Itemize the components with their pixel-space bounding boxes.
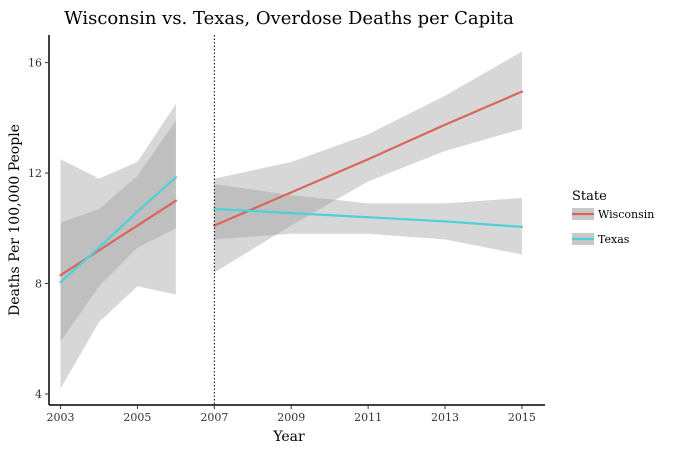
- x-axis-ticks: 2003 2005 2007 2009 2011 2013 2015: [47, 405, 536, 424]
- y-tick-label-16: 16: [28, 57, 42, 70]
- texas-legend-label: Texas: [598, 233, 630, 246]
- x-axis-title: Year: [272, 429, 305, 445]
- texas-trend-line-1: [59, 176, 177, 284]
- texas-trend-line-2: [213, 207, 524, 229]
- wisconsin-trend-line-1: [59, 199, 177, 277]
- y-tick-label-12: 12: [28, 167, 42, 180]
- x-tick-label-2003: 2003: [47, 411, 75, 424]
- y-axis-title: Deaths Per 100,000 People: [7, 124, 23, 316]
- legend-items: Wisconsin Texas: [572, 208, 654, 246]
- x-tick-label-2005: 2005: [123, 411, 151, 424]
- texas-ci-band-1: [60, 104, 176, 389]
- x-tick-label-2011: 2011: [354, 411, 382, 424]
- y-tick-label-8: 8: [35, 278, 42, 291]
- series-lines: [59, 90, 524, 284]
- x-tick-label-2015: 2015: [508, 411, 536, 424]
- axes: 2003 2005 2007 2009 2011 2013 2015 4 8 12 16: [28, 35, 545, 424]
- legend: State Wisconsin Texas: [572, 189, 654, 246]
- confidence-bands: [60, 51, 522, 389]
- x-tick-label-2007: 2007: [200, 411, 228, 424]
- wisconsin-legend-label: Wisconsin: [598, 208, 654, 221]
- texas-ci-band-2: [214, 184, 522, 255]
- y-tick-label-4: 4: [35, 388, 42, 401]
- wisconsin-trend-line-2: [213, 90, 524, 227]
- y-axis-ticks: 4 8 12 16: [28, 57, 49, 401]
- x-tick-label-2013: 2013: [431, 411, 459, 424]
- x-tick-label-2009: 2009: [277, 411, 305, 424]
- legend-title: State: [572, 189, 607, 204]
- chart-title: Wisconsin vs. Texas, Overdose Deaths per…: [64, 8, 514, 29]
- wisconsin-ci-band-2: [214, 51, 522, 273]
